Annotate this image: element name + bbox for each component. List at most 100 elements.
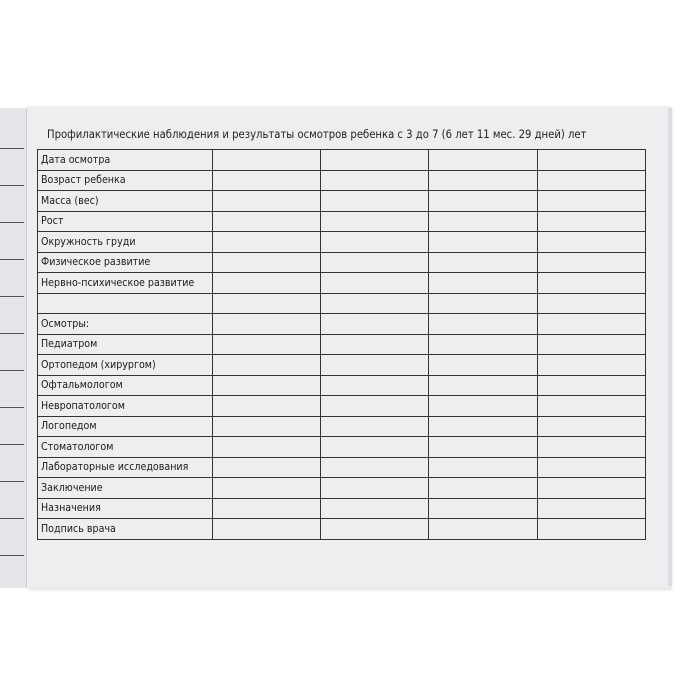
entry-cell[interactable] [319,231,430,253]
row-label: Педиатром [37,333,213,355]
entry-cell[interactable] [428,518,538,540]
table-row: Ортопедом (хирургом) [37,354,647,376]
entry-cell[interactable] [536,497,647,519]
entry-cell[interactable] [211,374,321,396]
entry-cell[interactable] [319,190,430,212]
row-label: Окружность груди [37,231,213,253]
entry-cell[interactable] [428,374,538,396]
entry-cell[interactable] [536,333,647,355]
entry-cell[interactable] [211,169,321,191]
entry-cell[interactable] [428,231,538,253]
examination-table: Дата осмотра Возраст ребенка Масса (вес) Ро… [37,149,647,540]
table-row: Окружность груди [37,231,647,253]
entry-cell[interactable] [428,149,538,171]
entry-cell[interactable] [428,210,538,232]
row-label [37,292,213,314]
entry-cell[interactable] [319,374,430,396]
entry-cell[interactable] [428,395,538,417]
entry-cell[interactable] [211,415,321,437]
entry-cell[interactable] [428,333,538,355]
entry-cell[interactable] [211,190,321,212]
entry-cell[interactable] [211,354,321,376]
entry-cell[interactable] [536,272,647,294]
entry-cell[interactable] [211,477,321,499]
row-label: Заключение [37,477,213,499]
entry-cell[interactable] [319,251,430,273]
entry-cell[interactable] [319,395,430,417]
entry-cell[interactable] [428,190,538,212]
entry-cell[interactable] [536,456,647,478]
entry-cell[interactable] [428,169,538,191]
entry-cell[interactable] [211,231,321,253]
left-page-line [0,444,24,445]
entry-cell[interactable] [536,518,647,540]
row-label: Осмотры: [37,313,213,335]
entry-cell[interactable] [319,292,430,314]
entry-cell[interactable] [211,333,321,355]
entry-cell[interactable] [211,149,321,171]
left-page-line [0,148,24,149]
table-row: Назначения [37,497,647,519]
entry-cell[interactable] [536,354,647,376]
entry-cell[interactable] [428,415,538,437]
table-row: Педиатром [37,333,647,355]
entry-cell[interactable] [428,354,538,376]
entry-cell[interactable] [319,333,430,355]
entry-cell[interactable] [319,354,430,376]
table-row: Невропатологом [37,395,647,417]
row-label: Логопедом [37,415,213,437]
entry-cell[interactable] [211,497,321,519]
entry-cell[interactable] [211,292,321,314]
left-page-line [0,333,24,334]
entry-cell[interactable] [319,497,430,519]
entry-cell[interactable] [211,518,321,540]
entry-cell[interactable] [536,251,647,273]
table-row: Лабораторные исследования [37,456,647,478]
table-row: Заключение [37,477,647,499]
entry-cell[interactable] [536,292,647,314]
table-row: Подпись врача [37,518,647,540]
entry-cell[interactable] [319,456,430,478]
entry-cell[interactable] [428,251,538,273]
entry-cell[interactable] [536,436,647,458]
left-page [0,108,28,588]
entry-cell[interactable] [211,456,321,478]
entry-cell[interactable] [319,477,430,499]
entry-cell[interactable] [428,272,538,294]
row-label: Рост [37,210,213,232]
entry-cell[interactable] [428,436,538,458]
entry-cell[interactable] [211,436,321,458]
entry-cell[interactable] [428,313,538,335]
entry-cell[interactable] [211,313,321,335]
entry-cell[interactable] [319,272,430,294]
entry-cell[interactable] [319,436,430,458]
entry-cell[interactable] [428,456,538,478]
entry-cell[interactable] [211,395,321,417]
entry-cell[interactable] [428,497,538,519]
entry-cell[interactable] [428,292,538,314]
row-label: Стоматологом [37,436,213,458]
entry-cell[interactable] [319,313,430,335]
entry-cell[interactable] [319,518,430,540]
row-label: Ортопедом (хирургом) [37,354,213,376]
entry-cell[interactable] [536,149,647,171]
entry-cell[interactable] [319,149,430,171]
entry-cell[interactable] [536,395,647,417]
entry-cell[interactable] [536,210,647,232]
entry-cell[interactable] [319,169,430,191]
entry-cell[interactable] [536,190,647,212]
entry-cell[interactable] [211,272,321,294]
table-row [37,292,647,314]
entry-cell[interactable] [536,477,647,499]
entry-cell[interactable] [536,169,647,191]
entry-cell[interactable] [319,210,430,232]
entry-cell[interactable] [536,231,647,253]
left-page-line [0,518,24,519]
entry-cell[interactable] [428,477,538,499]
entry-cell[interactable] [319,415,430,437]
entry-cell[interactable] [536,415,647,437]
entry-cell[interactable] [536,374,647,396]
entry-cell[interactable] [536,313,647,335]
entry-cell[interactable] [211,210,321,232]
entry-cell[interactable] [211,251,321,273]
